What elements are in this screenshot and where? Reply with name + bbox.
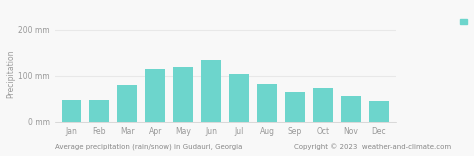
Bar <box>201 60 221 122</box>
Bar <box>257 84 277 122</box>
Bar <box>285 92 305 122</box>
Bar <box>90 100 109 122</box>
Legend: Precipitation: Precipitation <box>460 17 474 26</box>
Text: Copyright © 2023  weather-and-climate.com: Copyright © 2023 weather-and-climate.com <box>294 143 451 150</box>
Bar <box>62 100 81 122</box>
Bar <box>369 101 389 122</box>
Bar <box>146 69 165 122</box>
Bar <box>118 85 137 122</box>
Y-axis label: Precipitation: Precipitation <box>6 49 15 98</box>
Text: Average precipitation (rain/snow) in Gudauri, Georgia: Average precipitation (rain/snow) in Gud… <box>55 143 242 150</box>
Bar <box>173 67 193 122</box>
Bar <box>341 96 361 122</box>
Bar <box>229 74 249 122</box>
Bar <box>313 88 333 122</box>
